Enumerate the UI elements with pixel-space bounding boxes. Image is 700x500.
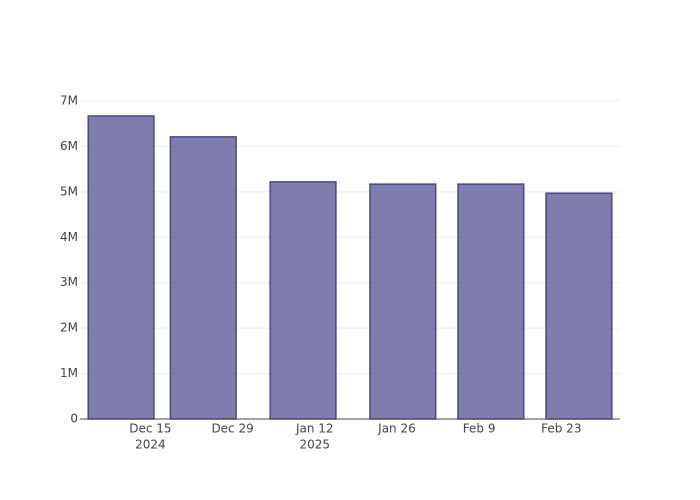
x-tick-label: Dec 29 (211, 422, 253, 436)
x-tick-label: Feb 9 (463, 422, 496, 436)
y-tick-label: 2M (60, 321, 78, 335)
bar (87, 115, 155, 420)
x-tick-year: 2024 (135, 438, 166, 452)
bar (269, 181, 337, 420)
y-tick-label: 4M (60, 230, 78, 244)
y-tick-label: 1M (60, 366, 78, 380)
y-tick-label: 3M (60, 275, 78, 289)
bar (457, 183, 525, 420)
bar (369, 183, 437, 420)
y-tick-label: 5M (60, 184, 78, 198)
y-tick-label: 0 (70, 412, 78, 426)
x-tick-label: Dec 15 (129, 422, 171, 436)
y-tick-label: 7M (60, 94, 78, 108)
x-tick-year: 2025 (300, 438, 331, 452)
bar (545, 192, 613, 420)
bar (169, 136, 237, 420)
y-tick-label: 6M (60, 139, 78, 153)
x-tick-label: Jan 12 (295, 422, 334, 436)
x-tick-label: Jan 26 (377, 422, 416, 436)
x-tick-label: Feb 23 (541, 422, 581, 436)
